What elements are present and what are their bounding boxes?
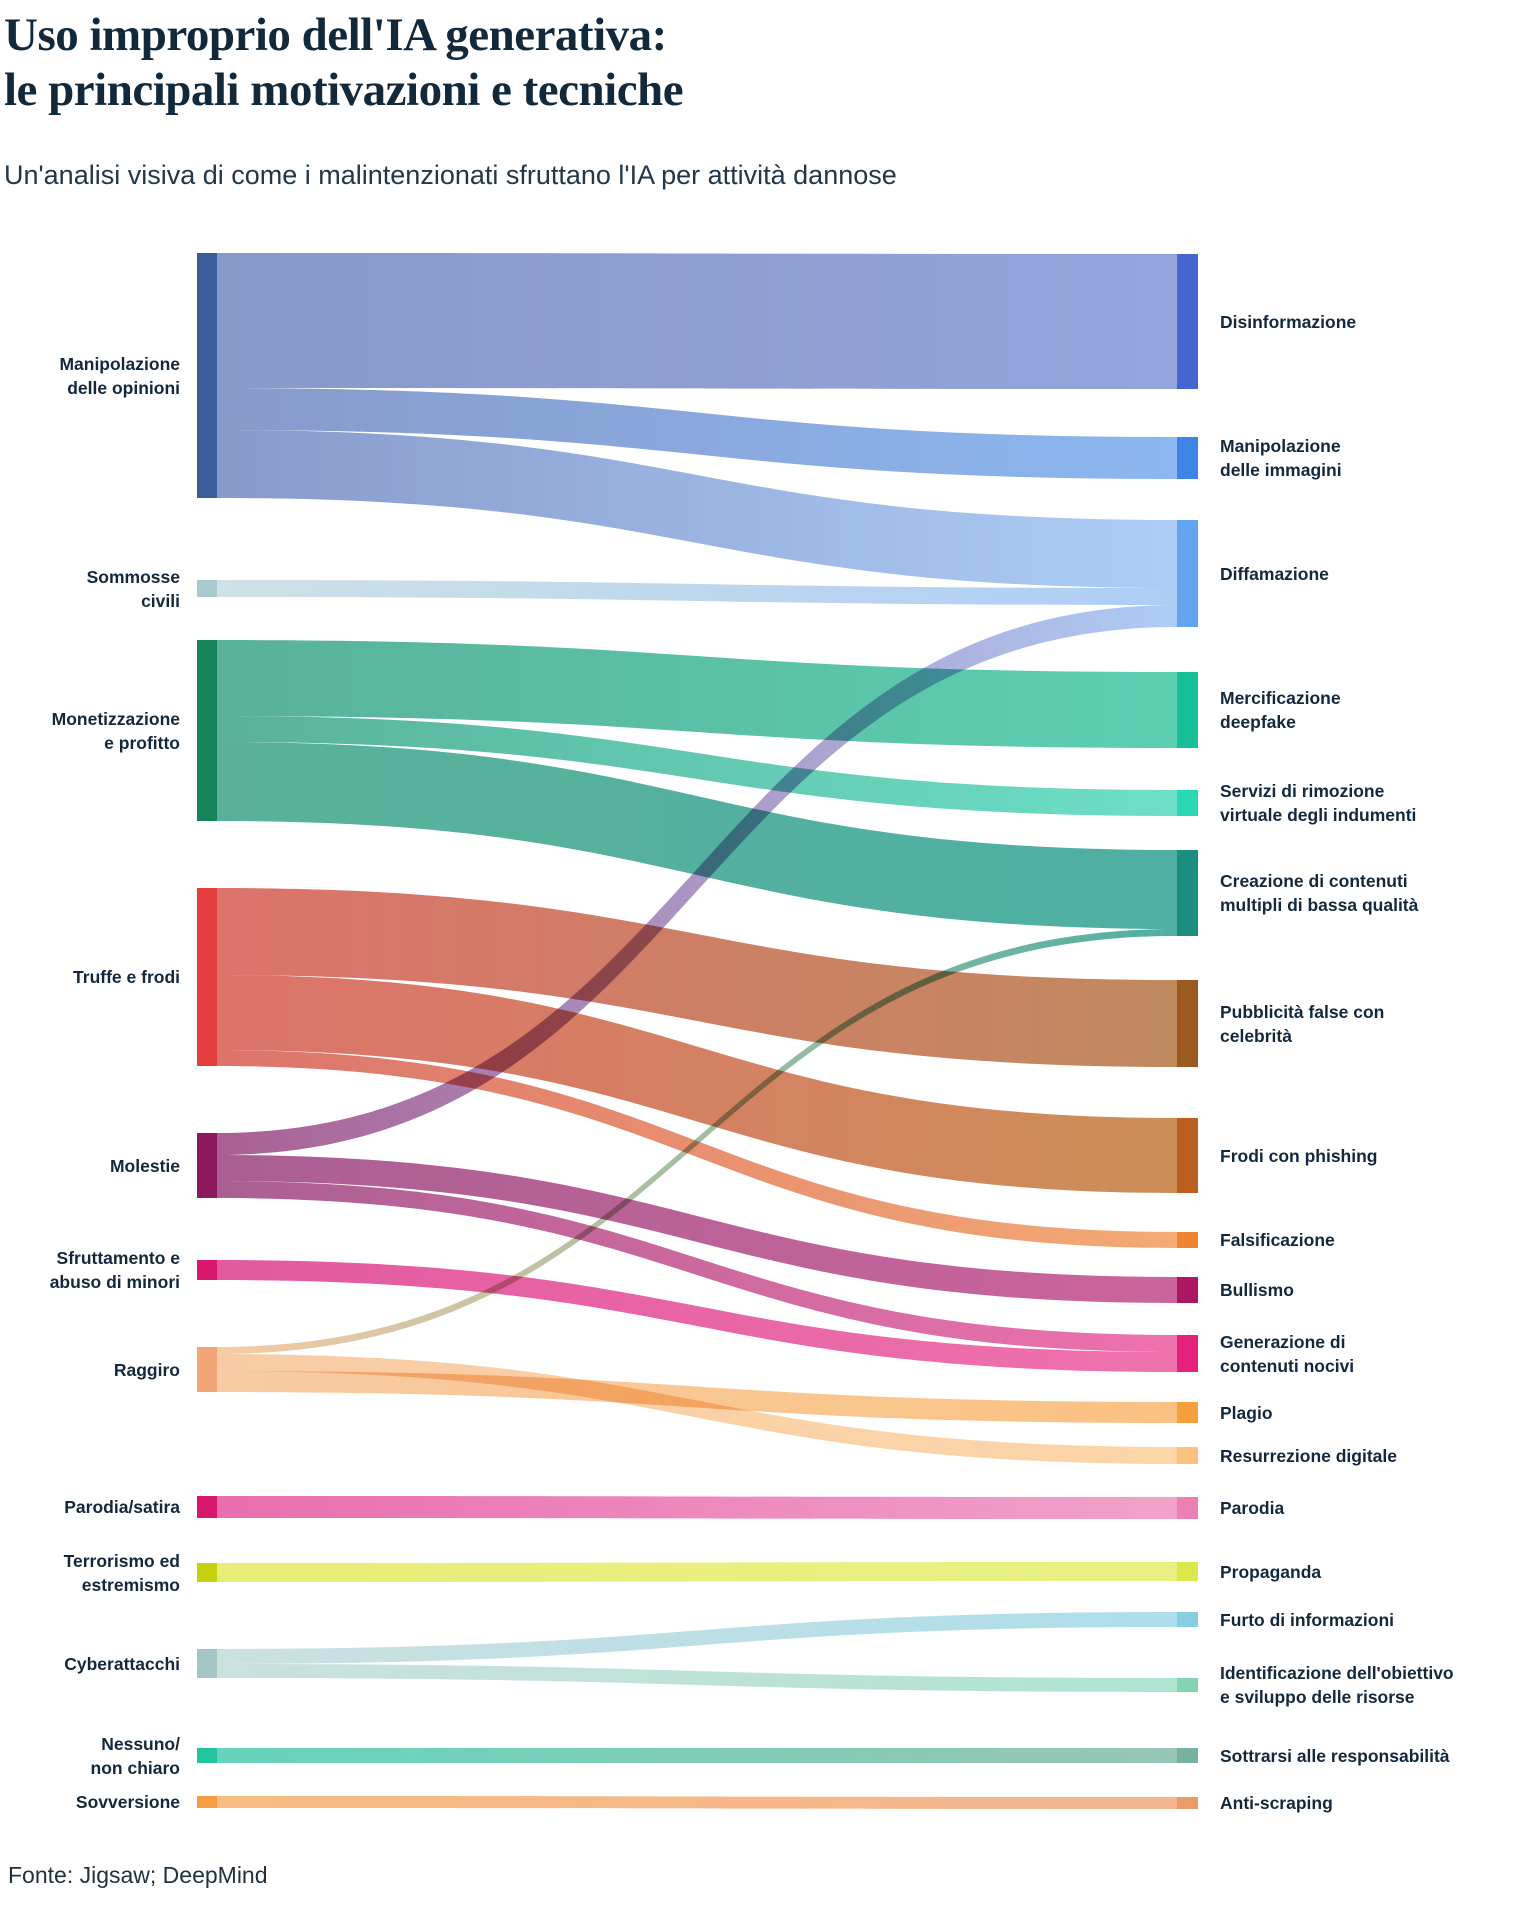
node-label-plagio: Plagio [1220,1402,1273,1423]
node-bar-nessuno [197,1748,217,1763]
node-bar-sfruttamento [197,1260,217,1280]
node-bar-antiscraping [1177,1797,1198,1809]
node-bar-propaganda [1177,1562,1198,1581]
node-label-disinformazione: Disinformazione [1220,311,1357,332]
node-bar-sommosse [197,580,217,597]
node-bar-falsificazione [1177,1232,1198,1248]
node-bar-immagini [1177,437,1198,479]
node-label-sfruttamento: Sfruttamento e abuso di minori [49,1247,180,1292]
flow-monetizzazione--creazione [217,742,1177,929]
flow-manipolazione_opinioni--disinformazione [217,253,1177,389]
node-label-pubblicita: Pubblicità false con celebrità [1220,1001,1385,1046]
node-label-monetizzazione: Monetizzazione e profitto [51,708,180,753]
flow-sommosse--diffamazione [217,580,1177,605]
flow-monetizzazione--servizi [217,716,1177,816]
node-label-cyberattacchi: Cyberattacchi [64,1653,180,1674]
flow-molestie--bullismo [217,1155,1177,1303]
node-label-terrorismo: Terrorismo ed estremismo [63,1550,180,1595]
flow-truffe--falsificazione [217,1050,1177,1248]
node-bar-molestie [197,1133,217,1198]
page-title: Uso improprio dell'IA generativa: le prin… [4,8,684,118]
flow-truffe--pubblicita [217,888,1177,1067]
node-label-diffamazione: Diffamazione [1220,563,1329,584]
node-bar-resurrezione [1177,1447,1198,1464]
flow-cyberattacchi--furto [217,1612,1177,1664]
node-label-generazione: Generazione di contenuti nocivi [1220,1331,1355,1376]
node-bar-diffamazione [1177,520,1198,627]
node-bar-parodia_satira [197,1496,217,1518]
node-label-molestie: Molestie [109,1155,180,1176]
node-label-propaganda: Propaganda [1220,1561,1322,1582]
flow-monetizzazione--mercificazione [217,640,1177,748]
flow-raggiro--plagio [217,1371,1177,1423]
node-bar-terrorismo [197,1563,217,1582]
node-bar-generazione [1177,1335,1198,1372]
node-bar-servizi [1177,790,1198,816]
node-bar-bullismo [1177,1277,1198,1303]
node-label-furto: Furto di informazioni [1220,1609,1395,1630]
node-label-frodi_phishing: Frodi con phishing [1220,1145,1378,1166]
node-label-immagini: Manipolazione delle immagini [1220,435,1342,480]
flow-parodia_satira--parodia [217,1496,1177,1519]
node-label-manipolazione_opinioni: Manipolazione delle opinioni [59,353,180,398]
node-bar-pubblicita [1177,980,1198,1067]
flow-molestie--diffamazione [217,605,1177,1155]
node-label-raggiro: Raggiro [113,1359,180,1380]
title-line-1: Uso improprio dell'IA generativa: [4,9,667,61]
node-label-falsificazione: Falsificazione [1220,1229,1335,1250]
node-label-parodia_satira: Parodia/satira [64,1496,180,1517]
flow-raggiro--creazione [217,929,1177,1354]
node-bar-cyberattacchi [197,1649,217,1678]
node-bar-manipolazione_opinioni [197,253,217,498]
flow-manipolazione_opinioni--immagini [217,388,1177,479]
node-label-bullismo: Bullismo [1220,1279,1294,1300]
node-label-sommosse: Sommosse civili [86,566,180,611]
node-bar-identificazione [1177,1678,1198,1692]
flow-sfruttamento--generazione [217,1260,1177,1372]
node-label-identificazione: Identificazione dell'obiettivo e sviluppo… [1220,1662,1454,1707]
page-subtitle: Un'analisi visiva di come i malintenzion… [4,160,897,190]
node-label-resurrezione: Resurrezione digitale [1220,1445,1397,1466]
flow-truffe--frodi_phishing [217,975,1177,1193]
node-bar-sovversione [197,1796,217,1808]
node-bar-parodia [1177,1497,1198,1519]
node-bar-sottrarsi [1177,1748,1198,1763]
node-label-sovversione: Sovversione [75,1791,180,1812]
node-label-mercificazione: Mercificazione deepfake [1220,687,1341,732]
node-bar-furto [1177,1612,1198,1627]
node-bar-creazione [1177,850,1198,936]
flow-cyberattacchi--identificazione [217,1664,1177,1692]
node-label-parodia: Parodia [1220,1497,1285,1518]
node-bar-raggiro [197,1347,217,1392]
flow-terrorismo--propaganda [217,1562,1177,1582]
node-label-nessuno: Nessuno/non chiaro [90,1733,180,1778]
title-line-2: le principali motivazioni e tecniche [4,63,684,116]
node-label-creazione: Creazione di contenuti multipli di bassa … [1220,870,1419,915]
flow-manipolazione_opinioni--diffamazione [217,430,1177,588]
node-bar-frodi_phishing [1177,1118,1198,1193]
source-note: Fonte: Jigsaw; DeepMind [8,1862,268,1888]
node-bar-truffe [197,888,217,1066]
node-label-truffe: Truffe e frodi [73,966,180,987]
node-bar-plagio [1177,1402,1198,1423]
flow-sovversione--antiscraping [217,1796,1177,1809]
node-bar-mercificazione [1177,672,1198,748]
flow-molestie--generazione [217,1181,1177,1352]
node-label-servizi: Servizi di rimozione virtuale degli indum… [1220,780,1417,825]
flow-raggiro--resurrezione [217,1354,1177,1464]
node-label-antiscraping: Anti-scraping [1220,1792,1333,1813]
node-bar-monetizzazione [197,640,217,821]
node-bar-disinformazione [1177,254,1198,389]
node-label-sottrarsi: Sottrarsi alle responsabilità [1220,1745,1450,1766]
flow-nessuno--sottrarsi [217,1748,1177,1763]
